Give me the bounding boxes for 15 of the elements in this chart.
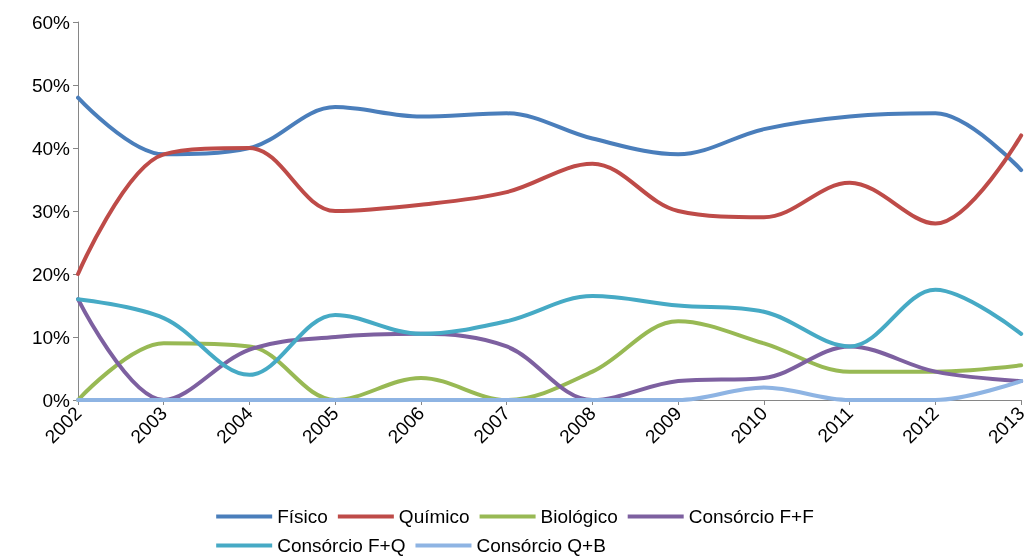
legend-label: Físico [277, 506, 328, 527]
legend-label: Consórcio F+F [688, 506, 814, 527]
y-tick-label: 20% [31, 263, 71, 285]
y-tick-label: 60% [31, 11, 71, 33]
line-series [76, 287, 1024, 377]
y-tick-label: 30% [31, 200, 71, 222]
y-tick-label: 10% [31, 326, 71, 348]
y-tick-label: 50% [31, 74, 71, 96]
legend-label: Biológico [540, 506, 618, 527]
legend-label: Consórcio Q+B [476, 535, 606, 556]
line-series [76, 95, 1024, 173]
legend-label: Consórcio F+Q [277, 535, 406, 556]
legend-label: Químico [398, 506, 470, 527]
y-tick-label: 40% [31, 137, 71, 159]
line-series [76, 133, 1024, 276]
